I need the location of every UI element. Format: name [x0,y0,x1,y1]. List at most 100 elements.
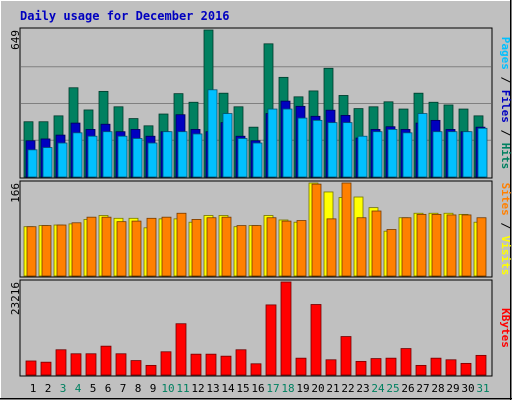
x-label-day-6: 6 [105,382,112,395]
right-label-part: / [499,123,512,143]
bar-pages-day-29 [447,131,458,178]
bar-pages-day-22 [342,122,353,178]
right-label-part: / [499,216,512,236]
x-label-day-26: 26 [401,382,414,395]
bar-kbytes-day-7 [115,353,127,376]
bar-pages-day-20 [312,119,323,178]
x-label-day-9: 9 [150,382,157,395]
bar-pages-day-28 [432,131,443,178]
bar-sites-day-20 [311,183,322,277]
bar-sites-day-22 [341,182,352,277]
y-max-label-sites: 166 [9,183,22,203]
bar-sites-day-11 [176,212,187,277]
bar-pages-day-9 [147,142,158,178]
x-axis-labels: 1 2 3 4 5 6 7 8 9 10 11 12 13 14 15 16 17 18 19 20 21 22 23 24 2… [30,382,490,395]
bar-pages-day-6 [102,131,113,178]
x-label-day-30: 30 [461,382,474,395]
bar-sites-day-26 [401,217,412,277]
bar-kbytes-day-22 [340,336,352,376]
right-label-part: / [499,70,512,90]
right-label-part: KBytes [499,308,512,348]
x-label-day-12: 12 [191,382,204,395]
bar-kbytes-day-15 [235,349,247,376]
bar-pages-day-3 [57,142,68,178]
bar-kbytes-day-2 [40,361,52,376]
bar-sites-day-12 [191,219,202,277]
bar-sites-day-28 [431,213,442,277]
x-label-day-15: 15 [236,382,249,395]
bar-kbytes-day-27 [415,364,427,376]
bar-sites-day-9 [146,217,157,277]
bar-kbytes-day-29 [445,359,457,376]
x-label-day-22: 22 [341,382,354,395]
bar-kbytes-day-25 [385,357,397,376]
x-label-day-25: 25 [386,382,399,395]
x-label-day-13: 13 [206,382,219,395]
bar-kbytes-day-19 [295,357,307,376]
x-label-day-16: 16 [251,382,264,395]
bar-sites-day-1 [26,226,37,277]
bar-sites-day-30 [461,214,472,277]
bar-pages-day-10 [162,131,173,178]
bar-kbytes-day-3 [55,349,67,376]
bar-sites-day-17 [266,217,277,277]
bar-sites-day-10 [161,216,172,277]
bar-pages-day-25 [387,129,398,178]
y-max-label-kbytes: 23216 [9,282,22,315]
bar-sites-day-27 [416,213,427,277]
bar-pages-day-14 [222,113,233,178]
panel-kbytes [19,279,493,377]
bar-sites-day-8 [131,220,142,277]
bar-kbytes-day-31 [475,354,487,376]
x-label-day-10: 10 [161,382,174,395]
bar-kbytes-day-18 [280,281,292,376]
right-label-part: Hits [499,143,512,170]
x-label-day-4: 4 [75,382,82,395]
bar-kbytes-day-23 [355,360,367,376]
bar-sites-day-31 [476,217,487,277]
x-label-day-29: 29 [446,382,459,395]
x-label-day-19: 19 [296,382,309,395]
bar-kbytes-day-14 [220,355,232,376]
bar-pages-day-13 [207,89,218,178]
bar-kbytes-day-9 [145,364,157,376]
bar-pages-day-26 [402,132,413,178]
bar-sites-day-5 [86,216,97,277]
x-label-day-18: 18 [281,382,294,395]
x-label-day-24: 24 [371,382,385,395]
bar-pages-day-1 [27,149,38,178]
right-label-panel-2: Sites / Visits [499,183,512,276]
bar-pages-day-11 [177,131,188,178]
right-label-panel-1: Pages / Files / Hits [499,37,512,170]
bar-sites-day-6 [101,216,112,277]
x-label-day-1: 1 [30,382,37,395]
x-label-day-5: 5 [90,382,97,395]
bar-sites-day-16 [251,225,262,277]
bar-pages-day-2 [42,147,53,178]
x-label-day-8: 8 [135,382,142,395]
x-label-day-3: 3 [60,382,67,395]
bar-pages-day-8 [132,138,143,178]
bar-sites-day-25 [386,229,397,277]
right-label-part: Files [499,90,512,123]
bar-kbytes-day-11 [175,323,187,376]
bar-kbytes-day-21 [325,359,337,376]
bar-kbytes-day-4 [70,353,82,376]
x-label-day-7: 7 [120,382,127,395]
bar-pages-day-24 [372,131,383,178]
bar-kbytes-day-1 [25,360,37,376]
bar-sites-day-13 [206,217,217,277]
bar-kbytes-day-16 [250,363,262,376]
bar-sites-day-4 [71,222,82,277]
bar-kbytes-day-10 [160,351,172,376]
x-label-day-21: 21 [326,382,339,395]
bar-pages-day-18 [282,108,293,178]
bar-sites-day-2 [41,225,52,277]
x-label-day-11: 11 [176,382,189,395]
bar-pages-day-15 [237,138,248,178]
bar-kbytes-day-8 [130,360,142,376]
bar-kbytes-day-20 [310,304,322,376]
bar-sites-day-21 [326,218,337,277]
right-label-part: Pages [499,37,512,70]
